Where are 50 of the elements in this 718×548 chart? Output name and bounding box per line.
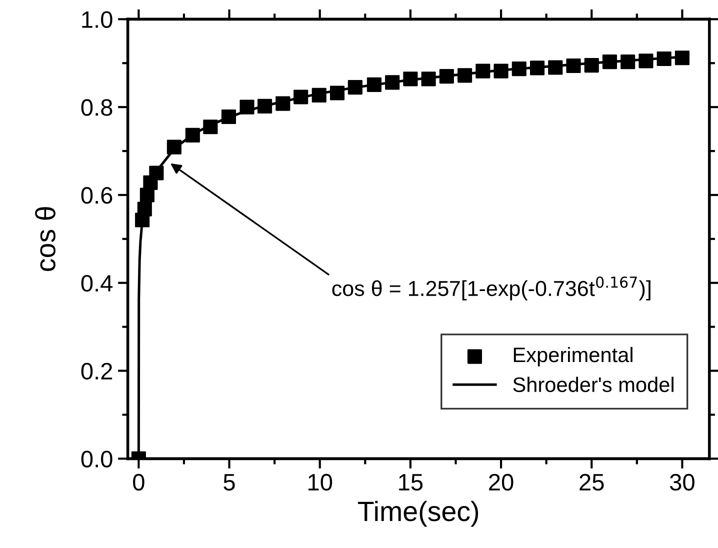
point	[638, 54, 654, 68]
point	[458, 68, 472, 83]
x-tick-label: 10	[308, 474, 332, 491]
x-tick-label: 30	[670, 474, 694, 491]
point	[257, 98, 272, 114]
point	[385, 75, 400, 90]
point	[140, 188, 154, 202]
y-tick-label: 0.2	[81, 362, 112, 380]
point	[674, 50, 690, 66]
y-tick-label: 0.4	[81, 274, 113, 292]
point	[312, 88, 326, 102]
y-tick-label: 1.0	[82, 11, 112, 28]
point	[366, 77, 382, 92]
x-tick-label: 15	[399, 474, 423, 491]
point	[512, 62, 526, 76]
point	[602, 54, 618, 70]
y-tick-label: 0.0	[81, 450, 112, 468]
point	[403, 72, 418, 86]
point	[221, 109, 236, 124]
point	[348, 80, 362, 95]
point	[166, 140, 182, 154]
point	[276, 96, 290, 111]
point	[476, 64, 490, 78]
point	[240, 100, 254, 114]
legend-label: Experimental	[514, 346, 632, 366]
x-tick-label: 5	[224, 474, 235, 491]
point	[620, 54, 636, 70]
x-tick-label: 0	[133, 474, 144, 491]
point	[439, 69, 454, 84]
point	[494, 64, 508, 78]
point	[656, 51, 672, 66]
annotation: cos θ = 1.257[1-exp(-0.736t$^{0.167}$)]	[332, 276, 650, 300]
point	[566, 58, 581, 74]
legend-label: Shroeder's model	[513, 376, 674, 392]
x-axis-title: Time(sec)	[358, 500, 478, 527]
point	[203, 120, 218, 134]
point	[185, 128, 200, 142]
point	[421, 72, 436, 86]
y-axis-title: cos θ	[35, 207, 56, 271]
x-tick-label: 20	[489, 474, 514, 491]
x-tick-label: 25	[580, 474, 604, 491]
y-tick-label: 0.6	[81, 187, 112, 204]
point	[330, 86, 345, 100]
point	[294, 90, 308, 104]
point	[584, 58, 599, 73]
point	[530, 60, 545, 76]
point	[149, 166, 164, 180]
y-tick-label: 0.8	[81, 99, 112, 116]
point	[548, 60, 563, 75]
point	[137, 202, 152, 216]
